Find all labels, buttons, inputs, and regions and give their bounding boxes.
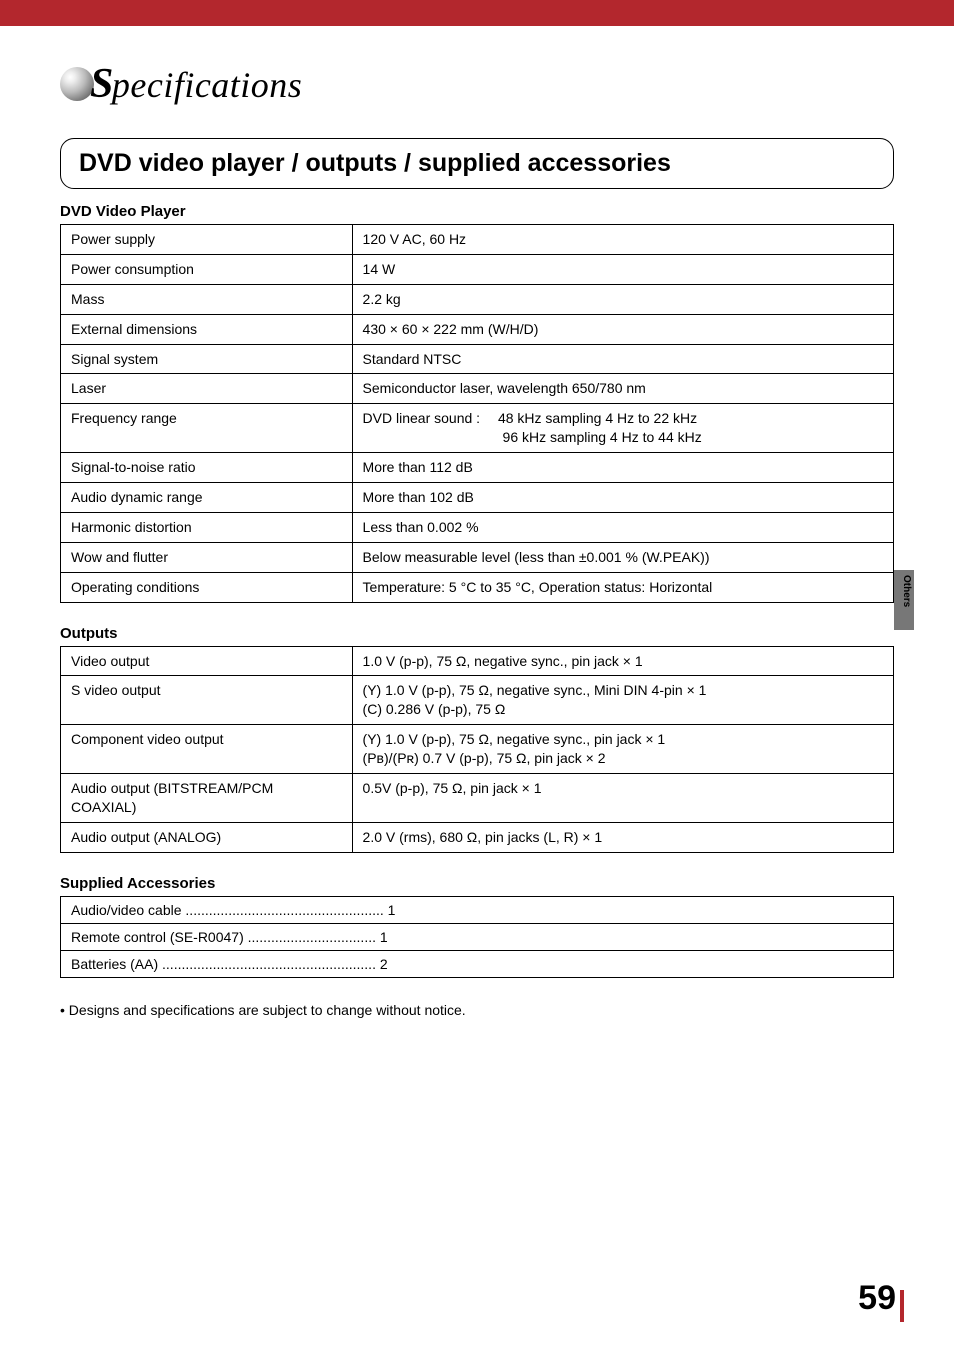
spec-label: Audio output (ANALOG) xyxy=(61,822,353,852)
spec-value: 2.0 V (rms), 680 Ω, pin jacks (L, R) × 1 xyxy=(352,822,893,852)
spec-value: Standard NTSC xyxy=(352,344,893,374)
spec-label: Component video output xyxy=(61,725,353,774)
supplied-item: Audio/video cable ......................… xyxy=(61,896,894,923)
table-row: External dimensions430 × 60 × 222 mm (W/… xyxy=(61,314,894,344)
page-number: 59 xyxy=(858,1279,904,1318)
table-row: Harmonic distortionLess than 0.002 % xyxy=(61,512,894,542)
spec-label: Audio output (BITSTREAM/PCM COAXIAL) xyxy=(61,774,353,823)
spec-label: Wow and flutter xyxy=(61,542,353,572)
supplied-item: Batteries (AA) .........................… xyxy=(61,950,894,977)
page-title: Specifications xyxy=(60,60,954,108)
top-accent-bar xyxy=(0,0,954,26)
supplied-item: Remote control (SE-R0047) ..............… xyxy=(61,923,894,950)
table-row: Mass2.2 kg xyxy=(61,284,894,314)
page-number-value: 59 xyxy=(858,1279,896,1317)
spec-value: 120 V AC, 60 Hz xyxy=(352,225,893,255)
spec-label: Power supply xyxy=(61,225,353,255)
spec-value: (Y) 1.0 V (p-p), 75 Ω, negative sync., p… xyxy=(352,725,893,774)
spec-value: 2.2 kg xyxy=(352,284,893,314)
spec-value: (Y) 1.0 V (p-p), 75 Ω, negative sync., M… xyxy=(352,676,893,725)
table-row: Power consumption14 W xyxy=(61,254,894,284)
section-title-box: DVD video player / outputs / supplied ac… xyxy=(60,138,894,189)
spec-value: More than 102 dB xyxy=(352,483,893,513)
spec-label: Frequency range xyxy=(61,404,353,453)
table-row: Audio/video cable ......................… xyxy=(61,896,894,923)
spec-label: Laser xyxy=(61,374,353,404)
spec-label: Signal-to-noise ratio xyxy=(61,453,353,483)
spec-label: Video output xyxy=(61,646,353,676)
supplied-table: Audio/video cable ......................… xyxy=(60,896,894,978)
dvd-player-heading: DVD Video Player xyxy=(60,203,894,220)
spec-value: Semiconductor laser, wavelength 650/780 … xyxy=(352,374,893,404)
spec-value: More than 112 dB xyxy=(352,453,893,483)
supplied-heading: Supplied Accessories xyxy=(60,875,894,892)
table-row: Operating conditionsTemperature: 5 °C to… xyxy=(61,572,894,602)
logo-initial: S xyxy=(90,61,114,107)
spec-label: External dimensions xyxy=(61,314,353,344)
spec-value: Less than 0.002 % xyxy=(352,512,893,542)
spec-value: Below measurable level (less than ±0.001… xyxy=(352,542,893,572)
spec-label: Mass xyxy=(61,284,353,314)
side-tab-label: Others xyxy=(901,575,912,607)
table-row: S video output(Y) 1.0 V (p-p), 75 Ω, neg… xyxy=(61,676,894,725)
outputs-table: Video output1.0 V (p-p), 75 Ω, negative … xyxy=(60,646,894,853)
dvd-player-table: Power supply120 V AC, 60 HzPower consump… xyxy=(60,224,894,603)
spec-value: 1.0 V (p-p), 75 Ω, negative sync., pin j… xyxy=(352,646,893,676)
table-row: Batteries (AA) .........................… xyxy=(61,950,894,977)
section-title: DVD video player / outputs / supplied ac… xyxy=(79,149,875,178)
logo-rest: pecifications xyxy=(112,65,302,105)
table-row: Power supply120 V AC, 60 Hz xyxy=(61,225,894,255)
table-row: Video output1.0 V (p-p), 75 Ω, negative … xyxy=(61,646,894,676)
spec-value: DVD linear sound : 48 kHz sampling 4 Hz … xyxy=(352,404,893,453)
spec-value: Temperature: 5 °C to 35 °C, Operation st… xyxy=(352,572,893,602)
table-row: Wow and flutterBelow measurable level (l… xyxy=(61,542,894,572)
spec-label: Harmonic distortion xyxy=(61,512,353,542)
table-row: Audio output (ANALOG)2.0 V (rms), 680 Ω,… xyxy=(61,822,894,852)
table-row: Frequency rangeDVD linear sound : 48 kHz… xyxy=(61,404,894,453)
spec-label: Audio dynamic range xyxy=(61,483,353,513)
spec-label: Power consumption xyxy=(61,254,353,284)
sphere-icon xyxy=(60,67,94,101)
table-row: Signal systemStandard NTSC xyxy=(61,344,894,374)
table-row: Component video output(Y) 1.0 V (p-p), 7… xyxy=(61,725,894,774)
table-row: Signal-to-noise ratioMore than 112 dB xyxy=(61,453,894,483)
table-row: LaserSemiconductor laser, wavelength 650… xyxy=(61,374,894,404)
table-row: Remote control (SE-R0047) ..............… xyxy=(61,923,894,950)
spec-label: Signal system xyxy=(61,344,353,374)
spec-label: S video output xyxy=(61,676,353,725)
table-row: Audio output (BITSTREAM/PCM COAXIAL)0.5V… xyxy=(61,774,894,823)
spec-label: Operating conditions xyxy=(61,572,353,602)
spec-value: 14 W xyxy=(352,254,893,284)
table-row: Audio dynamic rangeMore than 102 dB xyxy=(61,483,894,513)
spec-value: 430 × 60 × 222 mm (W/H/D) xyxy=(352,314,893,344)
spec-value: 0.5V (p-p), 75 Ω, pin jack × 1 xyxy=(352,774,893,823)
outputs-heading: Outputs xyxy=(60,625,894,642)
footnote: • Designs and specifications are subject… xyxy=(60,1002,894,1018)
page-number-bar xyxy=(900,1290,904,1322)
